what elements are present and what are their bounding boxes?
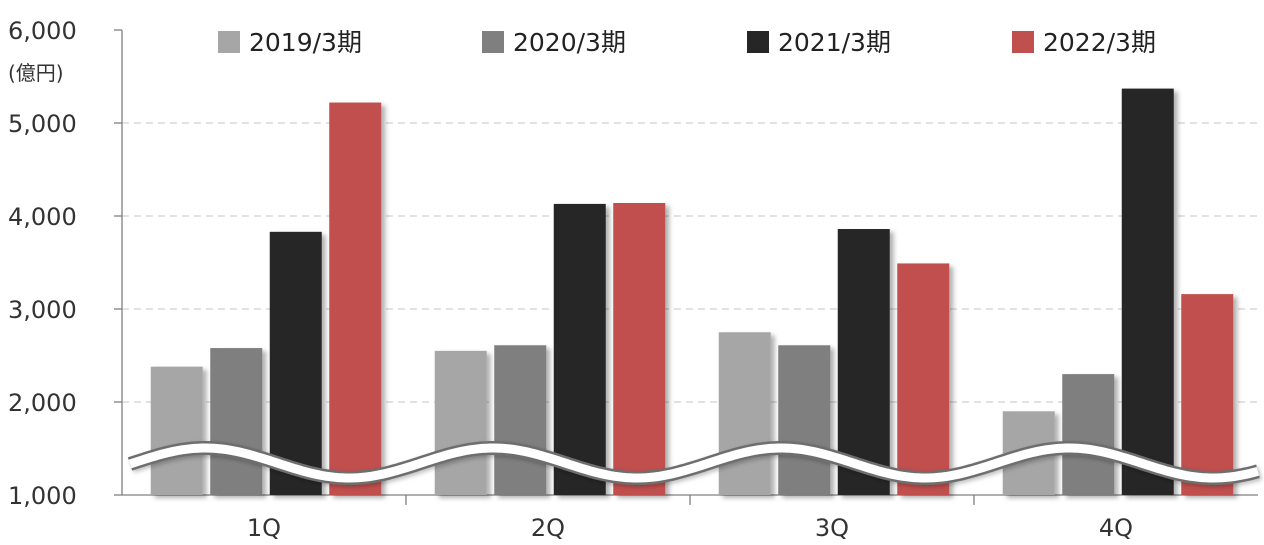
bar [1181, 294, 1234, 495]
bar [778, 345, 831, 495]
bar [613, 202, 666, 496]
bar [210, 348, 263, 495]
legend: 2019/3期 2020/3期 2021/3期 2022/3期 [218, 28, 1156, 57]
y-tick-label: 2,000 [8, 389, 77, 417]
x-tick-label: 4Q [1099, 514, 1133, 542]
y-axis-unit-label: (億円) [8, 61, 64, 85]
bar [269, 231, 322, 495]
tick-labels: 1,000 2,000 3,000 4,000 5,000 6,000 1Q 2Q 3Q 4Q [8, 17, 1133, 542]
y-tick-label: 3,000 [8, 296, 77, 324]
y-tick-label: 5,000 [8, 110, 77, 138]
legend-label: 2019/3期 [249, 28, 362, 57]
bar [837, 229, 890, 495]
x-tick-label: 1Q [247, 514, 281, 542]
legend-swatch [218, 31, 240, 53]
legend-swatch [482, 31, 504, 53]
legend-swatch [1012, 31, 1034, 53]
gridlines [122, 122, 1258, 403]
bar [150, 366, 203, 495]
bar [329, 102, 382, 495]
bars [150, 88, 1234, 496]
bar [897, 263, 950, 495]
x-tick-label: 3Q [815, 514, 849, 542]
x-tick-label: 2Q [531, 514, 565, 542]
y-tick-label: 4,000 [8, 203, 77, 231]
bar [1121, 88, 1174, 495]
y-tick-label: 6,000 [8, 17, 77, 45]
bar [553, 203, 606, 495]
bar [434, 350, 487, 495]
bar [718, 332, 771, 495]
bar [494, 345, 547, 495]
legend-label: 2021/3期 [778, 28, 891, 57]
axis-break-wave-fill [128, 443, 1260, 483]
bar [1062, 374, 1115, 495]
legend-swatch [747, 31, 769, 53]
legend-label: 2020/3期 [513, 28, 626, 57]
axis-break [127, 441, 1260, 485]
y-tick-label: 1,000 [8, 482, 77, 510]
legend-label: 2022/3期 [1043, 28, 1156, 57]
